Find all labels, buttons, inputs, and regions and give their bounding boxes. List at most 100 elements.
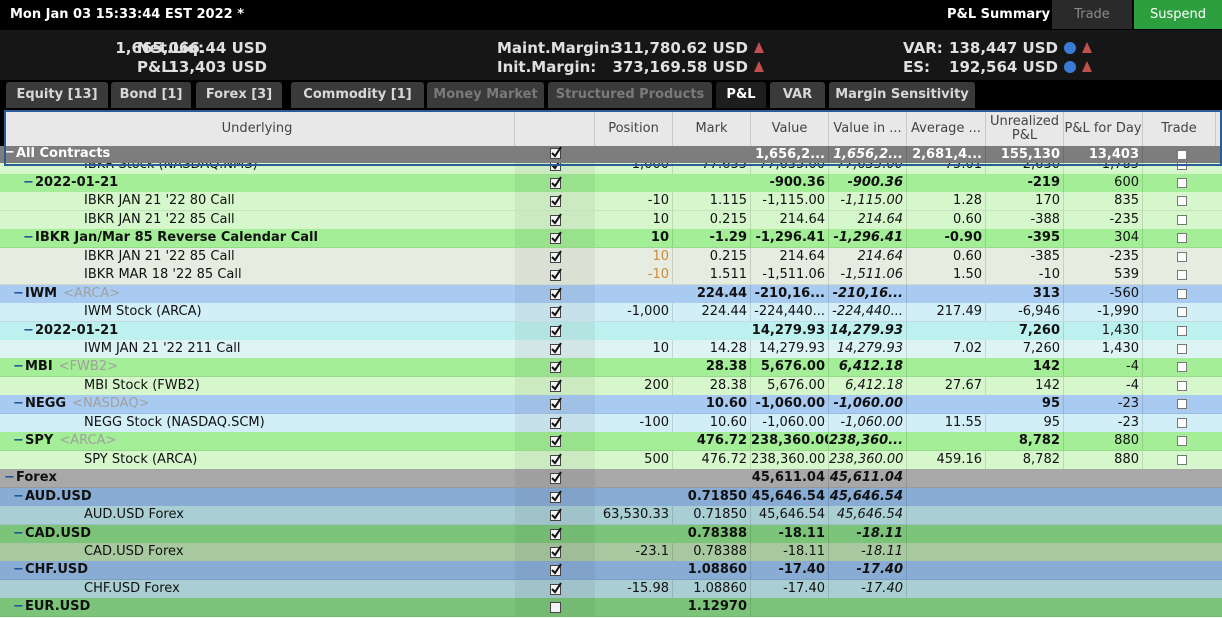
column-header[interactable]: P&L for Day xyxy=(1064,112,1143,146)
trade-box[interactable] xyxy=(1177,214,1187,225)
checkbox[interactable] xyxy=(550,146,562,159)
collapse-toggle[interactable]: − xyxy=(13,285,24,301)
trade-box[interactable] xyxy=(1177,399,1187,410)
table-row[interactable]: − IWM <ARCA> 224.44 -210,16... -210,16... 313-… xyxy=(0,284,1222,304)
checkbox[interactable] xyxy=(550,434,562,448)
tab[interactable]: Money Market xyxy=(427,82,544,108)
checkbox[interactable] xyxy=(550,194,562,208)
checkbox[interactable] xyxy=(550,250,562,263)
trade-box[interactable] xyxy=(1177,177,1187,188)
trade-box[interactable] xyxy=(1177,288,1187,299)
suspend-button[interactable]: Suspend xyxy=(1134,0,1222,29)
checkbox[interactable] xyxy=(550,416,562,429)
trade-box[interactable] xyxy=(1177,270,1187,281)
column-header[interactable]: Unrealized P&L xyxy=(986,112,1064,146)
table-row[interactable]: IBKR JAN 21 '22 85 Call 10 0.215 214.64 214.… xyxy=(0,210,1222,230)
trade-box[interactable] xyxy=(1177,417,1187,428)
table-row[interactable]: SPY Stock (ARCA) 500 476.72 238,360.00 238,3… xyxy=(0,450,1222,470)
trade-button[interactable]: Trade xyxy=(1052,0,1132,29)
column-header[interactable]: Trade xyxy=(1143,112,1216,146)
trade-box[interactable] xyxy=(1177,163,1187,170)
checkbox[interactable] xyxy=(550,176,562,189)
checkbox[interactable] xyxy=(550,526,562,540)
column-header[interactable]: Mark xyxy=(673,112,751,146)
trade-box[interactable] xyxy=(1177,344,1187,354)
tab[interactable]: P&L xyxy=(716,82,766,108)
collapse-toggle[interactable]: − xyxy=(23,230,34,246)
checkbox[interactable] xyxy=(550,545,562,558)
table-row[interactable]: AUD.USD Forex 63,530.33 0.71850 45,646.54 45… xyxy=(0,506,1222,526)
table-row[interactable]: MBI Stock (FWB2) 200 28.38 5,676.00 6,412.18… xyxy=(0,376,1222,396)
tab[interactable]: Equity [13] xyxy=(6,82,108,108)
checkbox[interactable] xyxy=(550,379,562,392)
trade-box[interactable] xyxy=(1177,307,1187,318)
tab[interactable]: Margin Sensitivity xyxy=(829,82,975,108)
trade-box[interactable] xyxy=(1177,251,1187,262)
table-row[interactable]: − SPY <ARCA> 476.72 238,360.00 238,360... 8,78… xyxy=(0,432,1222,452)
table-row[interactable]: IWM Stock (ARCA) -1,000 224.44 -224,440... -… xyxy=(0,303,1222,323)
trade-box[interactable] xyxy=(1177,325,1187,336)
checkbox[interactable] xyxy=(550,582,562,595)
checkbox[interactable] xyxy=(550,323,562,337)
checkbox[interactable] xyxy=(550,508,562,522)
checkbox[interactable] xyxy=(550,287,562,300)
checkbox[interactable] xyxy=(550,397,562,411)
trade-box[interactable] xyxy=(1177,380,1187,391)
table-row[interactable]: IWM JAN 21 '22 211 Call 10 14.28 14,279.93 1… xyxy=(0,340,1222,359)
checkbox[interactable] xyxy=(550,602,561,614)
column-header[interactable]: Underlying xyxy=(0,112,515,146)
trade-box[interactable] xyxy=(1177,150,1187,160)
collapse-toggle[interactable]: − xyxy=(13,562,24,578)
checkbox[interactable] xyxy=(550,563,562,577)
trade-box[interactable] xyxy=(1177,196,1187,207)
table-row[interactable]: IBKR Stock (NASDAQ.NMS) 1,000 77.635 77,635… xyxy=(0,163,1222,175)
table-row[interactable]: −2022-01-21 -900.36 -900.36 -219 600 xyxy=(0,173,1222,193)
table-row[interactable]: CAD.USD Forex -23.1 0.78388 -18.11 -18.11 xyxy=(0,542,1222,562)
trade-box[interactable] xyxy=(1177,436,1187,447)
collapse-toggle[interactable]: − xyxy=(13,359,24,375)
table-row[interactable]: − AUD.USD 0.71850 45,646.54 45,646.54 xyxy=(0,487,1222,507)
column-header[interactable]: Value xyxy=(751,112,829,146)
checkbox[interactable] xyxy=(550,213,562,226)
table-row[interactable]: − Forex 45,611.04 45,611.04 xyxy=(0,469,1222,489)
checkbox[interactable] xyxy=(550,163,561,171)
checkbox[interactable] xyxy=(550,490,562,503)
collapse-toggle[interactable]: − xyxy=(13,488,24,504)
tab[interactable]: Commodity [1] xyxy=(291,82,424,108)
table-row[interactable]: − NEGG <NASDAQ> 10.60 -1,060.00 -1,060.00 95 -2… xyxy=(0,395,1222,415)
collapse-toggle[interactable]: − xyxy=(23,174,34,190)
table-row[interactable]: − IBKR Jan/Mar 85 Reverse Calendar Call 10… xyxy=(0,229,1222,249)
column-header[interactable]: Average ... xyxy=(907,112,986,146)
collapse-toggle[interactable]: − xyxy=(13,433,24,449)
table-row[interactable]: IBKR JAN 21 '22 85 Call 10 0.215 214.64 214.… xyxy=(0,247,1222,267)
table-row[interactable]: −2022-01-21 14,279.93 14,279.93 7,260 1,430 xyxy=(0,321,1222,341)
trade-box[interactable] xyxy=(1177,454,1187,465)
tab[interactable]: Structured Products xyxy=(548,82,712,108)
tab[interactable]: Forex [3] xyxy=(196,82,282,108)
checkbox[interactable] xyxy=(550,231,562,245)
checkbox[interactable] xyxy=(550,342,562,355)
checkbox[interactable] xyxy=(550,360,562,374)
collapse-toggle[interactable]: − xyxy=(13,525,24,541)
table-row[interactable]: CHF.USD Forex -15.98 1.08860 -17.40 -17.40 xyxy=(0,579,1222,599)
checkbox[interactable] xyxy=(550,471,562,485)
checkbox[interactable] xyxy=(550,268,562,282)
checkbox[interactable] xyxy=(550,305,562,319)
table-row[interactable]: IBKR MAR 18 '22 85 Call -10 1.511 -1,511.06… xyxy=(0,266,1222,286)
tab[interactable]: Bond [1] xyxy=(111,82,191,108)
checkbox[interactable] xyxy=(550,453,562,466)
collapse-toggle[interactable]: − xyxy=(23,322,34,338)
tab[interactable]: VAR xyxy=(770,82,825,108)
trade-box[interactable] xyxy=(1177,233,1187,244)
column-header[interactable]: Value in ... xyxy=(829,112,907,146)
table-row[interactable]: NEGG Stock (NASDAQ.SCM) -100 10.60 -1,060.0… xyxy=(0,413,1222,433)
column-header[interactable]: Position xyxy=(595,112,673,146)
table-row[interactable]: IBKR JAN 21 '22 80 Call -10 1.115 -1,115.00… xyxy=(0,192,1222,212)
collapse-toggle[interactable]: − xyxy=(13,599,24,615)
table-row[interactable]: − EUR.USD 1.12970 xyxy=(0,598,1222,618)
trade-box[interactable] xyxy=(1177,362,1187,373)
collapse-toggle[interactable]: − xyxy=(13,396,24,412)
table-row[interactable]: − MBI <FWB2> 28.38 5,676.00 6,412.18 142 -4 xyxy=(0,358,1222,378)
table-row[interactable]: − CHF.USD 1.08860 -17.40 -17.40 xyxy=(0,561,1222,581)
table-row[interactable]: − CAD.USD 0.78388 -18.11 -18.11 xyxy=(0,524,1222,544)
